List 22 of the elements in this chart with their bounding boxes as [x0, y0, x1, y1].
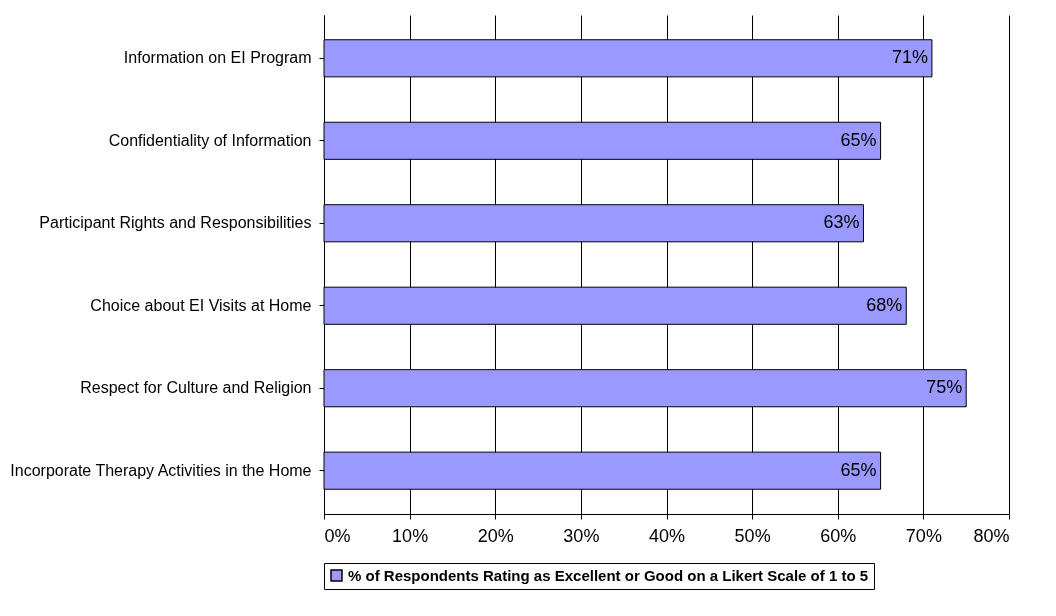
x-tick-label: 10%	[392, 525, 429, 546]
x-tick-label: 70%	[905, 525, 942, 546]
x-tick-label: 40%	[648, 525, 686, 546]
y-tick-label: Incorporate Therapy Activities in the Home	[10, 461, 312, 479]
y-tick-label: Information on EI Program	[123, 49, 312, 67]
y-tick-label: Confidentiality of Information	[108, 131, 312, 149]
x-tick-label: 80%	[973, 525, 1010, 546]
x-tick-label: 30%	[563, 525, 600, 546]
data-label: 68%	[866, 294, 903, 315]
x-tick-label: 60%	[820, 525, 857, 546]
y-tick-label: Participant Rights and Responsibilities	[39, 214, 312, 232]
x-tick-label: 0%	[324, 525, 351, 546]
data-label: 63%	[823, 212, 860, 233]
data-label: 75%	[926, 377, 963, 398]
data-label: 71%	[891, 47, 928, 68]
data-label: 65%	[840, 129, 877, 150]
y-tick-label: Choice about EI Visits at Home	[90, 296, 312, 314]
y-tick-label: Respect for Culture and Religion	[80, 379, 312, 397]
legend-label: % of Respondents Rating as Excellent or Good on a Likert Scale of 1 to 5	[348, 566, 869, 584]
x-tick-label: 50%	[734, 525, 771, 546]
x-tick-label: 20%	[477, 525, 514, 546]
data-label: 65%	[840, 459, 877, 480]
